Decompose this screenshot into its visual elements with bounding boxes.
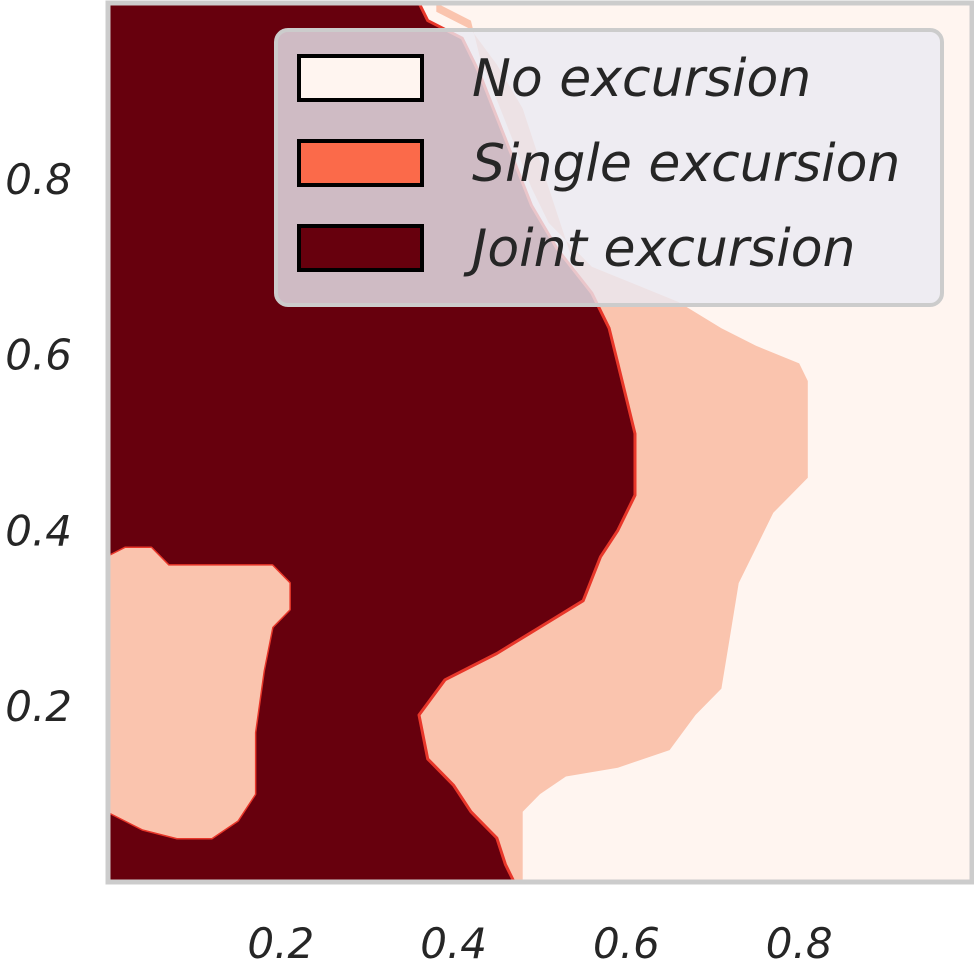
x-tick-labels: 0.2 0.4 0.6 0.8 xyxy=(247,919,832,968)
x-tick-label: 0.6 xyxy=(593,919,660,968)
legend-label: Single excursion xyxy=(472,134,900,194)
legend: No excursion Single excursion Joint excurs… xyxy=(274,28,944,307)
region-single-excursion-1 xyxy=(419,3,808,882)
x-tick-label: 0.2 xyxy=(247,919,314,968)
legend-label: Joint excursion xyxy=(463,219,855,279)
legend-swatch xyxy=(297,139,424,187)
legend-swatch xyxy=(297,54,424,102)
legend-swatch xyxy=(297,224,424,272)
x-tick-label: 0.4 xyxy=(420,919,487,968)
y-tick-label: 0.2 xyxy=(5,682,72,731)
y-tick-label: 0.4 xyxy=(5,506,72,555)
plot-frame xyxy=(105,0,974,885)
region-single-excursion-3 xyxy=(108,548,290,838)
y-tick-label: 0.8 xyxy=(5,155,72,204)
y-tick-label: 0.6 xyxy=(5,331,72,380)
x-tick-label: 0.8 xyxy=(766,919,833,968)
y-tick-labels: 0.2 0.4 0.6 0.8 xyxy=(5,155,72,731)
legend-box xyxy=(274,28,944,307)
legend-label: No excursion xyxy=(472,49,811,109)
